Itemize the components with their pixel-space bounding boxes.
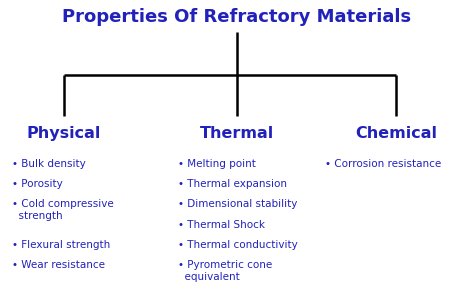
Text: Thermal: Thermal <box>200 127 274 141</box>
Text: • Cold compressive
  strength: • Cold compressive strength <box>12 199 114 221</box>
Text: • Porosity: • Porosity <box>12 179 63 189</box>
Text: Physical: Physical <box>27 127 101 141</box>
Text: • Melting point: • Melting point <box>178 159 255 168</box>
Text: • Thermal conductivity: • Thermal conductivity <box>178 240 298 250</box>
Text: Properties Of Refractory Materials: Properties Of Refractory Materials <box>63 8 411 26</box>
Text: • Corrosion resistance: • Corrosion resistance <box>325 159 441 168</box>
Text: • Bulk density: • Bulk density <box>12 159 86 168</box>
Text: • Thermal expansion: • Thermal expansion <box>178 179 287 189</box>
Text: • Thermal Shock: • Thermal Shock <box>178 220 265 229</box>
Text: • Flexural strength: • Flexural strength <box>12 240 110 250</box>
Text: • Pyrometric cone
  equivalent: • Pyrometric cone equivalent <box>178 260 272 282</box>
Text: • Dimensional stability: • Dimensional stability <box>178 199 297 209</box>
Text: • Wear resistance: • Wear resistance <box>12 260 105 270</box>
Text: Chemical: Chemical <box>355 127 437 141</box>
